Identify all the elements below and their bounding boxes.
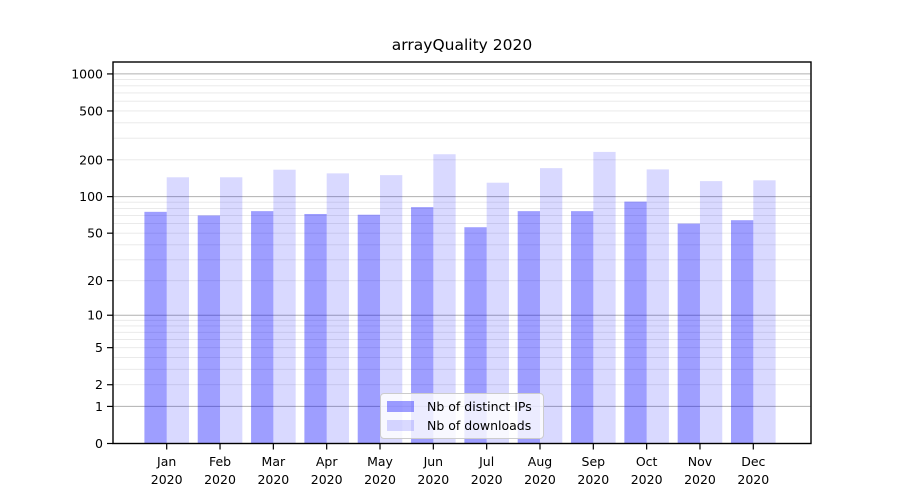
bar-downloads-oct [646, 169, 669, 444]
x-tick-label-apr: Apr 2020 [311, 454, 343, 487]
bar-downloads-dec [753, 180, 776, 444]
x-tick-label-dec: Dec 2020 [737, 454, 769, 487]
x-tick-label-jan: Jan 2020 [151, 454, 183, 487]
y-tick-label: 100 [79, 189, 103, 204]
bar-distinct-ips-aug [517, 211, 540, 444]
bar-downloads-aug [539, 168, 563, 444]
y-tick-label: 5 [95, 340, 103, 355]
bar-downloads-sep [593, 151, 616, 444]
y-tick-label: 1000 [71, 66, 103, 81]
bar-distinct-ips-jun [411, 207, 434, 444]
bar-distinct-ips-mar [251, 211, 274, 444]
legend-label-distinct-ips: Nb of distinct IPs [427, 399, 532, 414]
y-tick-label: 200 [79, 152, 103, 167]
bar-distinct-ips-oct [624, 201, 647, 444]
y-tick-label: 2 [95, 377, 103, 392]
chart-title: arrayQuality 2020 [391, 36, 533, 54]
legend-item-downloads: Nb of downloads [387, 418, 532, 433]
legend: Nb of distinct IPs Nb of downloads [380, 393, 544, 439]
bar-downloads-jun [433, 154, 456, 444]
x-tick-label-mar: Mar 2020 [257, 454, 289, 487]
legend-swatch-downloads [387, 420, 414, 431]
bar-downloads-apr [326, 173, 349, 444]
x-tick-label-oct: Oct 2020 [631, 454, 663, 487]
bar-distinct-ips-feb [197, 215, 221, 444]
x-tick-label-jul: Jul 2020 [471, 454, 503, 487]
plot-border [112, 61, 812, 445]
bar-downloads-may [380, 175, 403, 444]
x-tick-label-aug: Aug 2020 [524, 454, 556, 487]
y-tick-label: 0 [95, 436, 103, 451]
bar-distinct-ips-dec [731, 220, 754, 444]
bar-distinct-ips-nov [677, 223, 700, 444]
legend-item-distinct-ips: Nb of distinct IPs [387, 399, 532, 414]
bar-distinct-ips-may [357, 214, 381, 444]
y-tick-label: 1 [95, 399, 103, 414]
legend-label-downloads: Nb of downloads [427, 418, 532, 433]
x-tick-label-jun: Jun 2020 [417, 454, 449, 487]
bar-downloads-jul [486, 182, 509, 444]
x-tick-label-sep: Sep 2020 [577, 454, 609, 487]
x-tick-label-may: May 2020 [364, 454, 396, 487]
y-tick-label: 20 [87, 273, 103, 288]
bar-distinct-ips-apr [304, 213, 327, 444]
bar-downloads-jan [166, 177, 189, 444]
y-tick-label: 500 [79, 103, 103, 118]
y-tick-label: 10 [87, 308, 103, 323]
bar-distinct-ips-sep [571, 211, 594, 444]
bar-downloads-nov [699, 181, 723, 444]
x-tick-label-feb: Feb 2020 [204, 454, 236, 487]
bar-distinct-ips-jan [144, 211, 167, 444]
x-tick-label-nov: Nov 2020 [684, 454, 716, 487]
bar-distinct-ips-jul [464, 227, 487, 444]
legend-swatch-distinct-ips [387, 401, 414, 412]
bar-downloads-feb [220, 177, 243, 444]
y-tick-label: 50 [87, 226, 103, 241]
bar-downloads-mar [273, 169, 296, 444]
